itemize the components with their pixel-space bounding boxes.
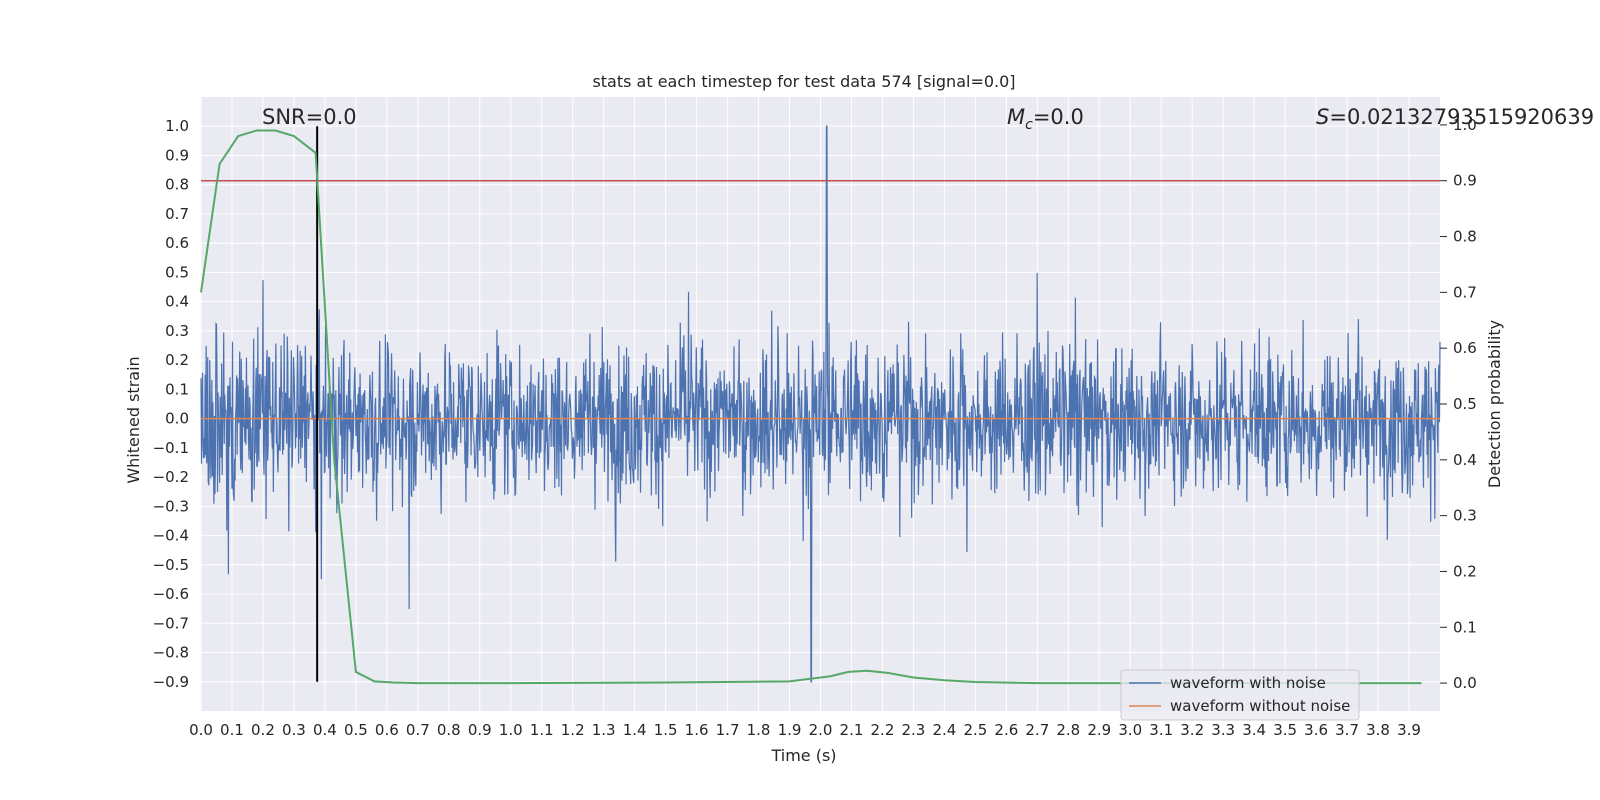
x-tick-label: 1.8 <box>747 721 771 739</box>
x-tick-label: 1.2 <box>561 721 585 739</box>
x-tick-label: 1.0 <box>499 721 523 739</box>
noise-trace <box>200 125 1441 683</box>
y2-tick-label: 0.5 <box>1453 395 1477 413</box>
x-tick-label: 3.5 <box>1273 721 1297 739</box>
x-tick-label: 0.9 <box>468 721 492 739</box>
x-tick-label: 3.9 <box>1397 721 1421 739</box>
x-tick-label: 2.2 <box>871 721 895 739</box>
x-tick-label: 0.0 <box>189 721 213 739</box>
y-axis-label: Whitened strain <box>124 356 143 483</box>
x-tick-label: 0.3 <box>282 721 306 739</box>
x-tick-label: 0.7 <box>406 721 430 739</box>
y2-tick-label: 0.2 <box>1453 562 1477 580</box>
x-tick-label: 1.1 <box>530 721 554 739</box>
y-tick-label: −0.9 <box>153 673 189 691</box>
x-tick-label: 2.4 <box>932 721 956 739</box>
x-tick-label: 2.3 <box>901 721 925 739</box>
x-tick-label: 0.1 <box>220 721 244 739</box>
x-tick-label: 3.6 <box>1304 721 1328 739</box>
mc-symbol: M <box>1007 105 1025 129</box>
y2-tick-label: 0.1 <box>1453 618 1477 636</box>
x-tick-label: 1.6 <box>685 721 709 739</box>
y-axis-ticks: 1.0 0.9 0.8 0.7 0.6 0.5 0.4 0.3 0.2 0.1 0.0 −0.1 −0.… <box>153 117 189 691</box>
y-tick-label: −0.3 <box>153 497 189 515</box>
x-tick-label: 3.7 <box>1335 721 1359 739</box>
chart-title: stats at each timestep for test data 574… <box>592 72 1015 91</box>
y-tick-label: 0.7 <box>165 205 189 223</box>
x-tick-label: 3.1 <box>1149 721 1173 739</box>
y-tick-label: −0.6 <box>153 585 189 603</box>
x-tick-label: 0.5 <box>344 721 368 739</box>
x-tick-label: 2.5 <box>963 721 987 739</box>
x-tick-label: 1.5 <box>654 721 678 739</box>
legend-label-noise: waveform with noise <box>1170 674 1326 692</box>
x-tick-label: 1.3 <box>592 721 616 739</box>
y-tick-label: −0.5 <box>153 556 189 574</box>
x-tick-label: 1.9 <box>778 721 802 739</box>
y-tick-label: 0.6 <box>165 234 189 252</box>
grid <box>200 97 1440 711</box>
mc-value: =0.0 <box>1033 105 1084 129</box>
mc-annotation: Mc=0.0 <box>1007 105 1084 133</box>
x-tick-label: 3.3 <box>1211 721 1235 739</box>
x-tick-label: 3.4 <box>1242 721 1266 739</box>
y-tick-label: −0.7 <box>153 614 189 632</box>
x-tick-label: 1.7 <box>716 721 740 739</box>
x-tick-label: 0.6 <box>375 721 399 739</box>
y-tick-label: 0.1 <box>165 380 189 398</box>
x-axis-ticks: 0.0 0.1 0.2 0.3 0.4 0.5 0.6 0.7 0.8 0.9 1.0 1.1 1.2 1… <box>189 721 1421 739</box>
x-axis-label: Time (s) <box>770 746 836 765</box>
legend: waveform with noise waveform without noi… <box>1120 669 1360 721</box>
y-tick-label: 1.0 <box>165 117 189 135</box>
y-tick-label: 0.0 <box>165 410 189 428</box>
y-tick-label: 0.9 <box>165 146 189 164</box>
mc-subscript: c <box>1025 117 1033 133</box>
y-tick-label: 0.8 <box>165 176 189 194</box>
y2-tick-label: 0.8 <box>1453 228 1477 246</box>
s-symbol: S <box>1316 105 1329 129</box>
s-value: =0.0213279351592063​9 <box>1329 105 1594 129</box>
x-tick-label: 3.0 <box>1118 721 1142 739</box>
x-tick-label: 1.4 <box>623 721 647 739</box>
snr-annotation: SNR=0.0 <box>262 105 357 129</box>
x-tick-label: 0.4 <box>313 721 337 739</box>
legend-label-clean: waveform without noise <box>1170 697 1350 715</box>
x-tick-label: 3.2 <box>1180 721 1204 739</box>
x-tick-label: 2.1 <box>840 721 864 739</box>
y2-tick-label: 0.0 <box>1453 674 1477 692</box>
y-tick-label: 0.4 <box>165 293 189 311</box>
y2-axis-label: Detection probability <box>1485 320 1504 488</box>
y2-axis-ticks: 1.0 0.9 0.8 0.7 0.6 0.5 0.4 0.3 0.2 0.1 0.0 <box>1440 116 1477 692</box>
y-tick-label: −0.2 <box>153 468 189 486</box>
y2-tick-label: 0.3 <box>1453 507 1477 525</box>
x-tick-label: 2.8 <box>1056 721 1080 739</box>
x-tick-label: 2.7 <box>1025 721 1049 739</box>
x-tick-label: 0.8 <box>437 721 461 739</box>
y-tick-label: −0.1 <box>153 439 189 457</box>
y2-tick-label: 0.7 <box>1453 283 1477 301</box>
noise-series <box>200 125 1441 683</box>
legend-box <box>1120 669 1360 721</box>
y2-tick-label: 0.9 <box>1453 172 1477 190</box>
y-tick-label: −0.8 <box>153 644 189 662</box>
s-annotation: S=0.0213279351592063​9 <box>1316 105 1594 129</box>
y2-tick-label: 0.4 <box>1453 451 1477 469</box>
y-tick-label: 0.3 <box>165 322 189 340</box>
y2-tick-label: 0.6 <box>1453 339 1477 357</box>
x-tick-label: 2.9 <box>1087 721 1111 739</box>
x-tick-label: 2.0 <box>809 721 833 739</box>
y-tick-label: −0.4 <box>153 527 189 545</box>
x-tick-label: 2.6 <box>994 721 1018 739</box>
x-tick-label: 3.8 <box>1366 721 1390 739</box>
x-tick-label: 0.2 <box>251 721 275 739</box>
y-tick-label: 0.5 <box>165 263 189 281</box>
overlay <box>200 126 1440 685</box>
y2-tick-label: 1.0 <box>1453 116 1477 134</box>
y-tick-label: 0.2 <box>165 351 189 369</box>
